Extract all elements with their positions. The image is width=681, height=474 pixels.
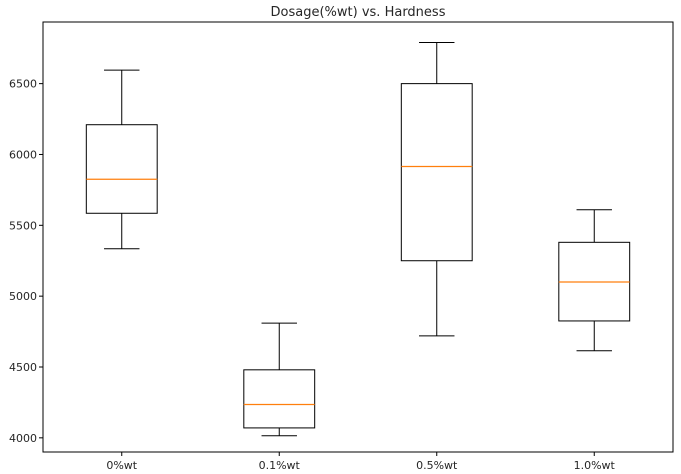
x-tick-label: 1.0%wt [574, 459, 616, 472]
box-iqr [243, 369, 316, 429]
boxes [85, 42, 631, 437]
box-iqr [400, 83, 473, 262]
y-tick-label: 5500 [9, 219, 37, 232]
x-tick-label: 0.5%wt [416, 459, 458, 472]
y-tick-label: 4000 [9, 432, 37, 445]
y-tick-label: 5000 [9, 290, 37, 303]
x-tick-label: 0%wt [106, 459, 137, 472]
box-group [85, 69, 158, 250]
box-group [558, 209, 631, 352]
y-tick-label: 6000 [9, 148, 37, 161]
y-tick-label: 4500 [9, 361, 37, 374]
y-tick-label: 6500 [9, 78, 37, 91]
box-group [400, 42, 473, 337]
chart-title: Dosage(%wt) vs. Hardness [271, 5, 446, 20]
plot-frame [42, 21, 674, 453]
tick-labels: 4000 4500 5000 5500 6000 6500 0%wt 0.1%wt 0.5%wt… [9, 78, 616, 472]
axes [39, 21, 674, 456]
box-group [243, 322, 316, 437]
box-iqr [85, 124, 158, 214]
x-tick-label: 0.1%wt [259, 459, 301, 472]
